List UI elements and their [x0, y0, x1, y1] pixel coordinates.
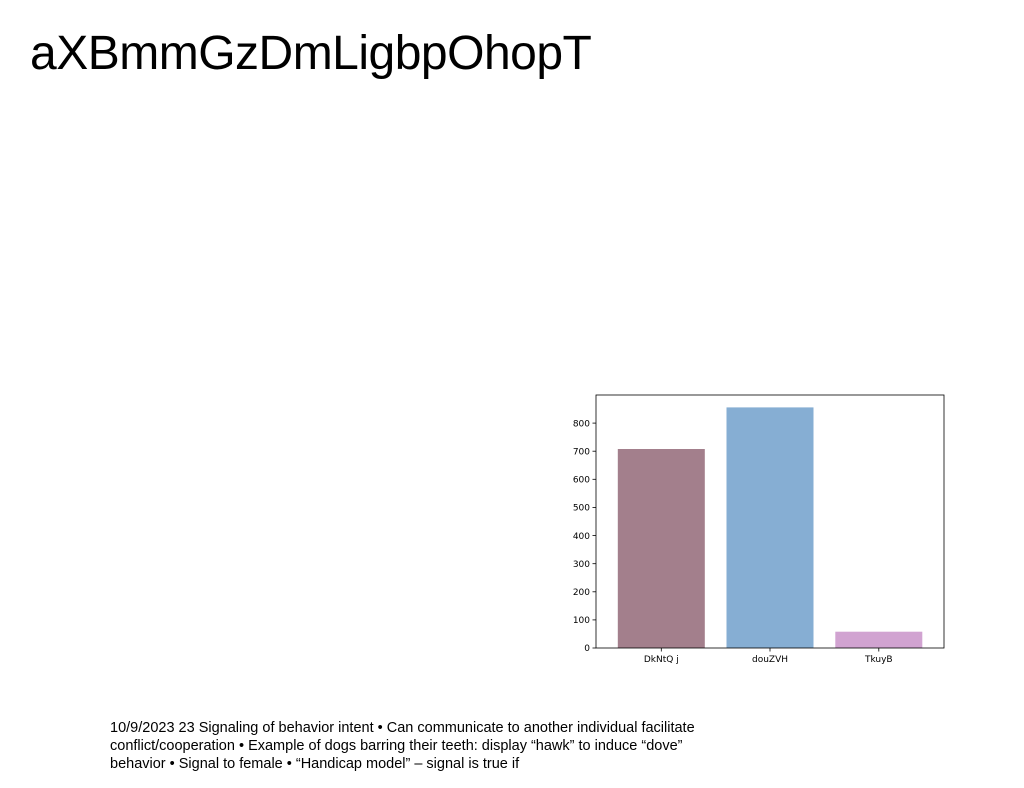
y-tick-label-5: 500	[573, 504, 590, 514]
x-tick-label-1: douZVH	[752, 655, 788, 665]
bar-1	[726, 407, 814, 648]
plot-frame	[595, 394, 945, 649]
slide-title: aXBmmGzDmLigbpOhopT	[30, 27, 592, 80]
y-tick-label-0: 0	[584, 644, 590, 654]
x-tick-label-2: TkuyB	[864, 655, 893, 665]
y-tick-label-7: 700	[573, 447, 590, 457]
bar-chart-svg: DkNtQ j douZVH TkuyB 0 100 200 300 400 500 600 700…	[573, 394, 945, 665]
y-tick-label-2: 200	[573, 588, 590, 598]
bar-chart: DkNtQ j douZVH TkuyB 0 100 200 300 400 500 600 700…	[555, 385, 955, 675]
y-tick-label-8: 800	[573, 419, 590, 429]
slide-body-text: 10/9/2023 23 Signaling of behavior inten…	[110, 720, 695, 772]
bar-2	[835, 631, 923, 648]
y-tick-label-6: 600	[573, 476, 590, 486]
x-tick-label-0: DkNtQ j	[644, 655, 679, 665]
y-tick-label-3: 300	[573, 560, 590, 570]
y-tick-label-1: 100	[573, 616, 590, 626]
bar-0	[617, 449, 705, 648]
y-tick-label-4: 400	[573, 532, 590, 542]
